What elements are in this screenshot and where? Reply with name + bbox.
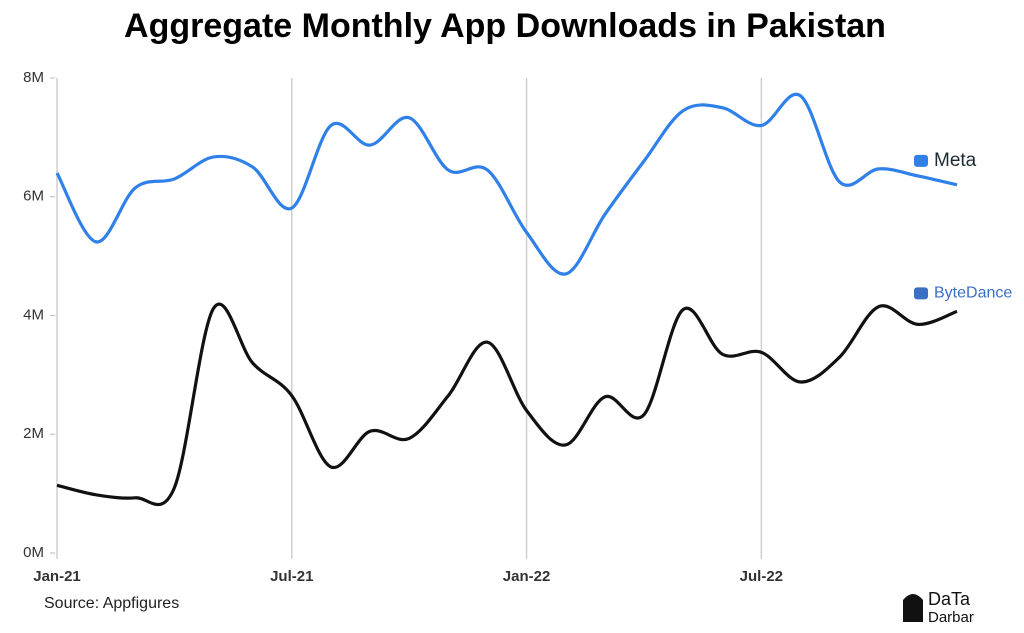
line-series (55, 92, 958, 276)
line-series (56, 302, 958, 507)
legend-label: ByteDance (934, 285, 1012, 302)
logo-icon (903, 594, 923, 622)
logo: DaTa Darbar (903, 589, 974, 626)
chart-title: Aggregate Monthly App Downloads in Pakis… (124, 7, 886, 45)
y-tick-label: 0M (23, 544, 44, 561)
y-tick-label: 6M (23, 188, 44, 205)
legend-swatch (914, 287, 928, 300)
legend-label: Meta (934, 150, 977, 171)
y-tick-label: 4M (23, 306, 44, 323)
x-tick-label: Jan-22 (503, 568, 551, 585)
x-tick-label: Jul-21 (270, 568, 313, 585)
x-tick-label: Jan-21 (33, 568, 81, 585)
logo-bottom: Darbar (928, 609, 974, 626)
legend-entry: ByteDance (914, 285, 1012, 302)
x-tick-label: Jul-22 (740, 568, 783, 585)
logo-top: DaTa (928, 589, 971, 609)
y-tick-label: 8M (23, 69, 44, 86)
y-tick-label: 2M (23, 425, 44, 442)
source: Source: Appfigures (44, 595, 179, 612)
legend-swatch (914, 154, 928, 167)
legend-entry: Meta (914, 150, 977, 171)
